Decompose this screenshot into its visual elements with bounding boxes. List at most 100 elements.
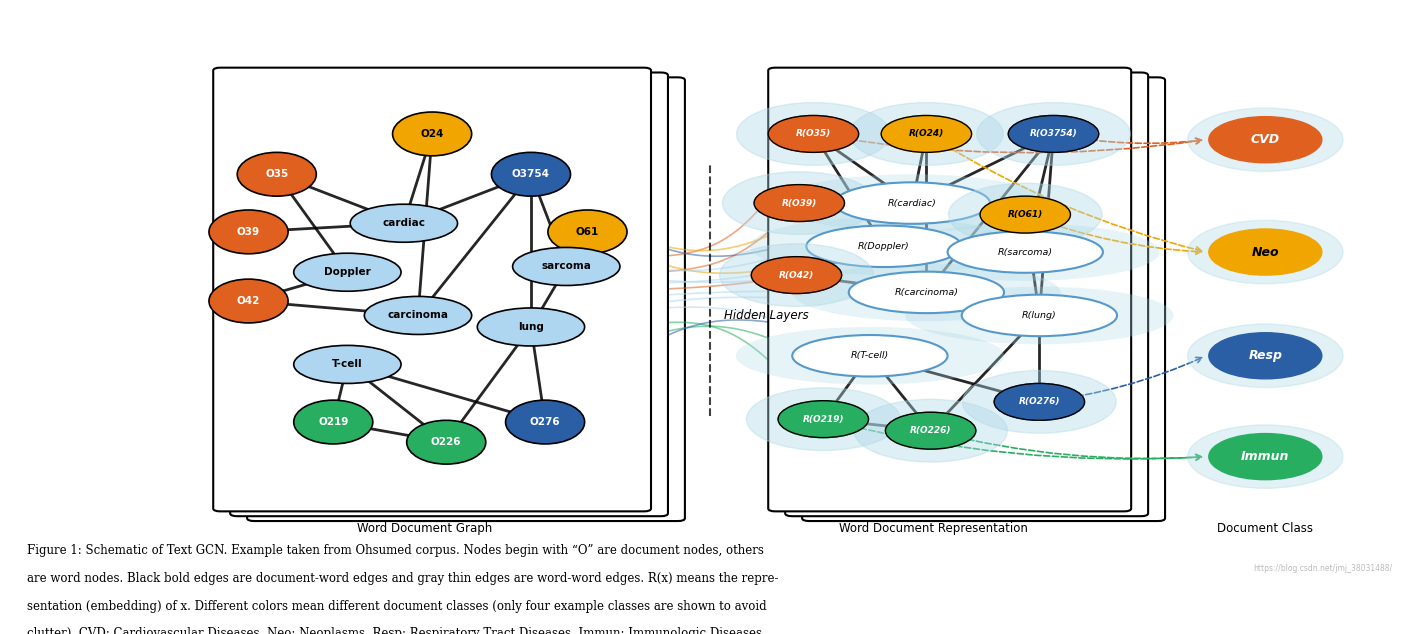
Circle shape (1009, 115, 1098, 152)
Text: O61: O61 (576, 227, 599, 237)
Circle shape (886, 412, 976, 449)
Ellipse shape (835, 183, 990, 224)
Circle shape (1208, 333, 1322, 379)
Ellipse shape (491, 152, 570, 196)
Circle shape (882, 115, 972, 152)
Ellipse shape (548, 210, 627, 254)
FancyBboxPatch shape (768, 68, 1131, 512)
Text: Hidden Layers: Hidden Layers (724, 309, 809, 322)
Text: R(O3754): R(O3754) (1030, 129, 1077, 138)
Ellipse shape (906, 287, 1173, 344)
Ellipse shape (392, 112, 471, 156)
Text: R(O24): R(O24) (908, 129, 944, 138)
FancyBboxPatch shape (785, 72, 1148, 516)
Circle shape (778, 401, 869, 437)
Text: Resp: Resp (1248, 349, 1282, 362)
Circle shape (723, 172, 876, 235)
Ellipse shape (505, 400, 584, 444)
Text: O3754: O3754 (512, 169, 550, 179)
Ellipse shape (406, 420, 485, 464)
Text: Word Document Graph: Word Document Graph (358, 522, 492, 535)
Ellipse shape (891, 223, 1159, 281)
Ellipse shape (209, 210, 289, 254)
Text: O35: O35 (265, 169, 289, 179)
Text: Document Class: Document Class (1217, 522, 1313, 535)
Ellipse shape (792, 264, 1061, 321)
Circle shape (720, 243, 873, 306)
Circle shape (995, 384, 1084, 420)
Text: clutter). CVD: Cardiovascular Diseases, Neo: Neoplasms, Resp: Respiratory Tract : clutter). CVD: Cardiovascular Diseases, … (27, 627, 766, 634)
Text: sarcoma: sarcoma (542, 261, 591, 271)
Text: R(carcinoma): R(carcinoma) (894, 288, 958, 297)
Ellipse shape (512, 247, 620, 285)
Circle shape (754, 184, 845, 221)
Ellipse shape (849, 271, 1005, 313)
Text: Immun: Immun (1241, 450, 1289, 463)
Ellipse shape (807, 226, 962, 267)
Circle shape (737, 103, 890, 165)
Circle shape (751, 257, 842, 294)
Circle shape (962, 370, 1116, 433)
Text: CVD: CVD (1251, 133, 1281, 146)
Circle shape (981, 196, 1070, 233)
Text: R(O226): R(O226) (910, 426, 951, 435)
Ellipse shape (209, 279, 289, 323)
Text: R(cardiac): R(cardiac) (887, 198, 937, 207)
FancyBboxPatch shape (802, 77, 1165, 521)
Text: lung: lung (518, 322, 543, 332)
Circle shape (948, 183, 1102, 246)
Circle shape (849, 103, 1003, 165)
Text: Figure 1: Schematic of Text GCN. Example taken from Ohsumed corpus. Nodes begin : Figure 1: Schematic of Text GCN. Example… (27, 544, 764, 557)
Text: R(O276): R(O276) (1019, 398, 1060, 406)
Text: O42: O42 (236, 296, 260, 306)
Ellipse shape (792, 335, 948, 377)
Circle shape (747, 388, 900, 451)
Text: R(O219): R(O219) (802, 415, 845, 424)
Text: R(sarcoma): R(sarcoma) (998, 247, 1053, 257)
Ellipse shape (294, 253, 400, 291)
Text: O39: O39 (236, 227, 260, 237)
Text: Doppler: Doppler (324, 267, 371, 277)
Ellipse shape (238, 152, 317, 196)
Ellipse shape (750, 217, 1019, 275)
Ellipse shape (736, 327, 1005, 385)
Text: T-cell: T-cell (333, 359, 362, 370)
Circle shape (1187, 108, 1343, 171)
Ellipse shape (294, 400, 372, 444)
Text: R(Doppler): R(Doppler) (857, 242, 910, 251)
Circle shape (1187, 425, 1343, 488)
Text: Neo: Neo (1251, 245, 1279, 259)
Circle shape (1187, 221, 1343, 284)
FancyBboxPatch shape (231, 72, 668, 516)
Text: O219: O219 (318, 417, 348, 427)
Ellipse shape (962, 295, 1116, 336)
Circle shape (1208, 434, 1322, 480)
Circle shape (768, 115, 859, 152)
Circle shape (853, 399, 1007, 462)
Text: R(O35): R(O35) (795, 129, 831, 138)
Ellipse shape (948, 231, 1102, 273)
Text: https://blog.csdn.net/jmj_38031488/: https://blog.csdn.net/jmj_38031488/ (1254, 564, 1392, 573)
FancyBboxPatch shape (248, 77, 685, 521)
Text: are word nodes. Black bold edges are document-word edges and gray thin edges are: are word nodes. Black bold edges are doc… (27, 572, 778, 585)
FancyBboxPatch shape (214, 68, 651, 512)
Text: R(O42): R(O42) (778, 271, 814, 280)
Text: R(O61): R(O61) (1007, 210, 1043, 219)
Text: Word Document Representation: Word Document Representation (839, 522, 1027, 535)
Ellipse shape (778, 174, 1047, 232)
Text: R(O39): R(O39) (781, 198, 816, 207)
Text: O276: O276 (529, 417, 560, 427)
Text: sentation (embedding) of x. Different colors mean different document classes (on: sentation (embedding) of x. Different co… (27, 600, 767, 612)
Text: O24: O24 (420, 129, 444, 139)
Circle shape (976, 103, 1131, 165)
Text: cardiac: cardiac (382, 218, 426, 228)
Ellipse shape (350, 204, 457, 242)
Circle shape (1208, 229, 1322, 275)
Ellipse shape (477, 308, 584, 346)
Circle shape (1187, 324, 1343, 387)
Circle shape (1208, 117, 1322, 163)
Text: O226: O226 (432, 437, 461, 447)
Text: carcinoma: carcinoma (388, 311, 449, 320)
Text: R(T-cell): R(T-cell) (850, 351, 889, 360)
Ellipse shape (294, 346, 400, 384)
